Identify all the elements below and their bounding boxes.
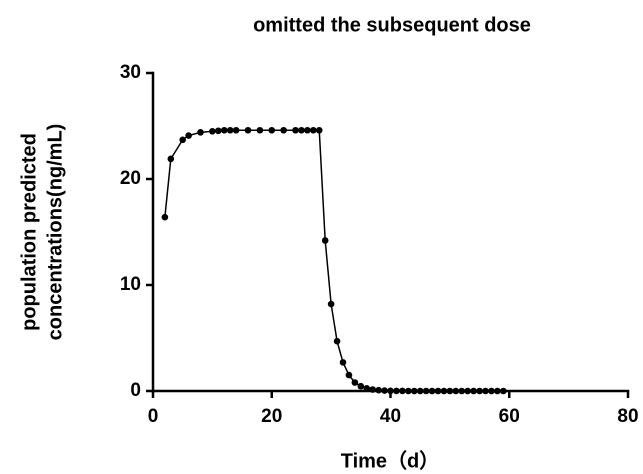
data-point [440,387,448,395]
data-point [470,387,477,395]
y-axis-label-line: population predicted [18,133,40,331]
data-point [393,387,400,395]
x-tick-label: 60 [499,406,520,427]
data-point [220,126,228,134]
x-tick-label: 40 [380,406,401,427]
data-point [304,126,311,134]
data-point [185,132,192,139]
x-tick-label: 80 [617,406,638,427]
series-line [164,129,504,392]
data-point [226,126,234,134]
x-axis-label: Time（d） [341,449,440,472]
data-point [280,126,287,134]
data-point [452,387,460,395]
data-point [351,379,359,386]
data-point [167,155,175,163]
data-point [232,126,240,134]
data-point [410,387,418,395]
data-point [458,387,466,395]
data-point [428,387,436,395]
data-point [363,385,371,392]
data-point [197,129,204,136]
data-point [494,387,501,395]
data-point [375,386,382,394]
data-point [399,387,406,395]
data-point [209,128,216,135]
y-axis-label: population predicted concentrations(ng/m… [18,124,66,341]
data-point [327,300,335,308]
data-point [292,126,299,134]
x-tick-label: 0 [148,406,159,427]
data-point [381,387,388,394]
data-point [315,126,323,134]
data-point [215,127,222,135]
data-point [405,387,412,395]
data-point [476,387,483,395]
data-point [268,126,276,134]
data-point [256,126,264,134]
data-point [500,387,507,395]
data-point [434,387,442,395]
y-tick-label: 10 [120,274,141,295]
data-point [446,387,454,395]
data-point [333,337,341,345]
data-point [244,126,252,134]
data-point [179,136,186,144]
y-axis-label-line: concentrations(ng/mL) [44,124,66,341]
y-tick-label: 20 [120,168,141,189]
data-point [161,213,169,221]
data-point [416,387,424,395]
data-point [482,387,489,395]
data-point [357,382,365,390]
data-point [369,386,376,393]
y-tick-label: 30 [120,62,141,83]
data-point [298,126,305,134]
chart-title: omitted the subsequent dose [253,14,531,36]
data-point [345,371,353,379]
data-point [310,126,317,134]
data-point [464,387,471,395]
x-tick-label: 20 [261,406,282,427]
data-point [488,387,495,395]
data-point [387,387,394,395]
data-point [321,237,329,244]
data-point [422,387,430,395]
y-tick-label: 0 [130,380,141,401]
data-point [339,359,347,366]
